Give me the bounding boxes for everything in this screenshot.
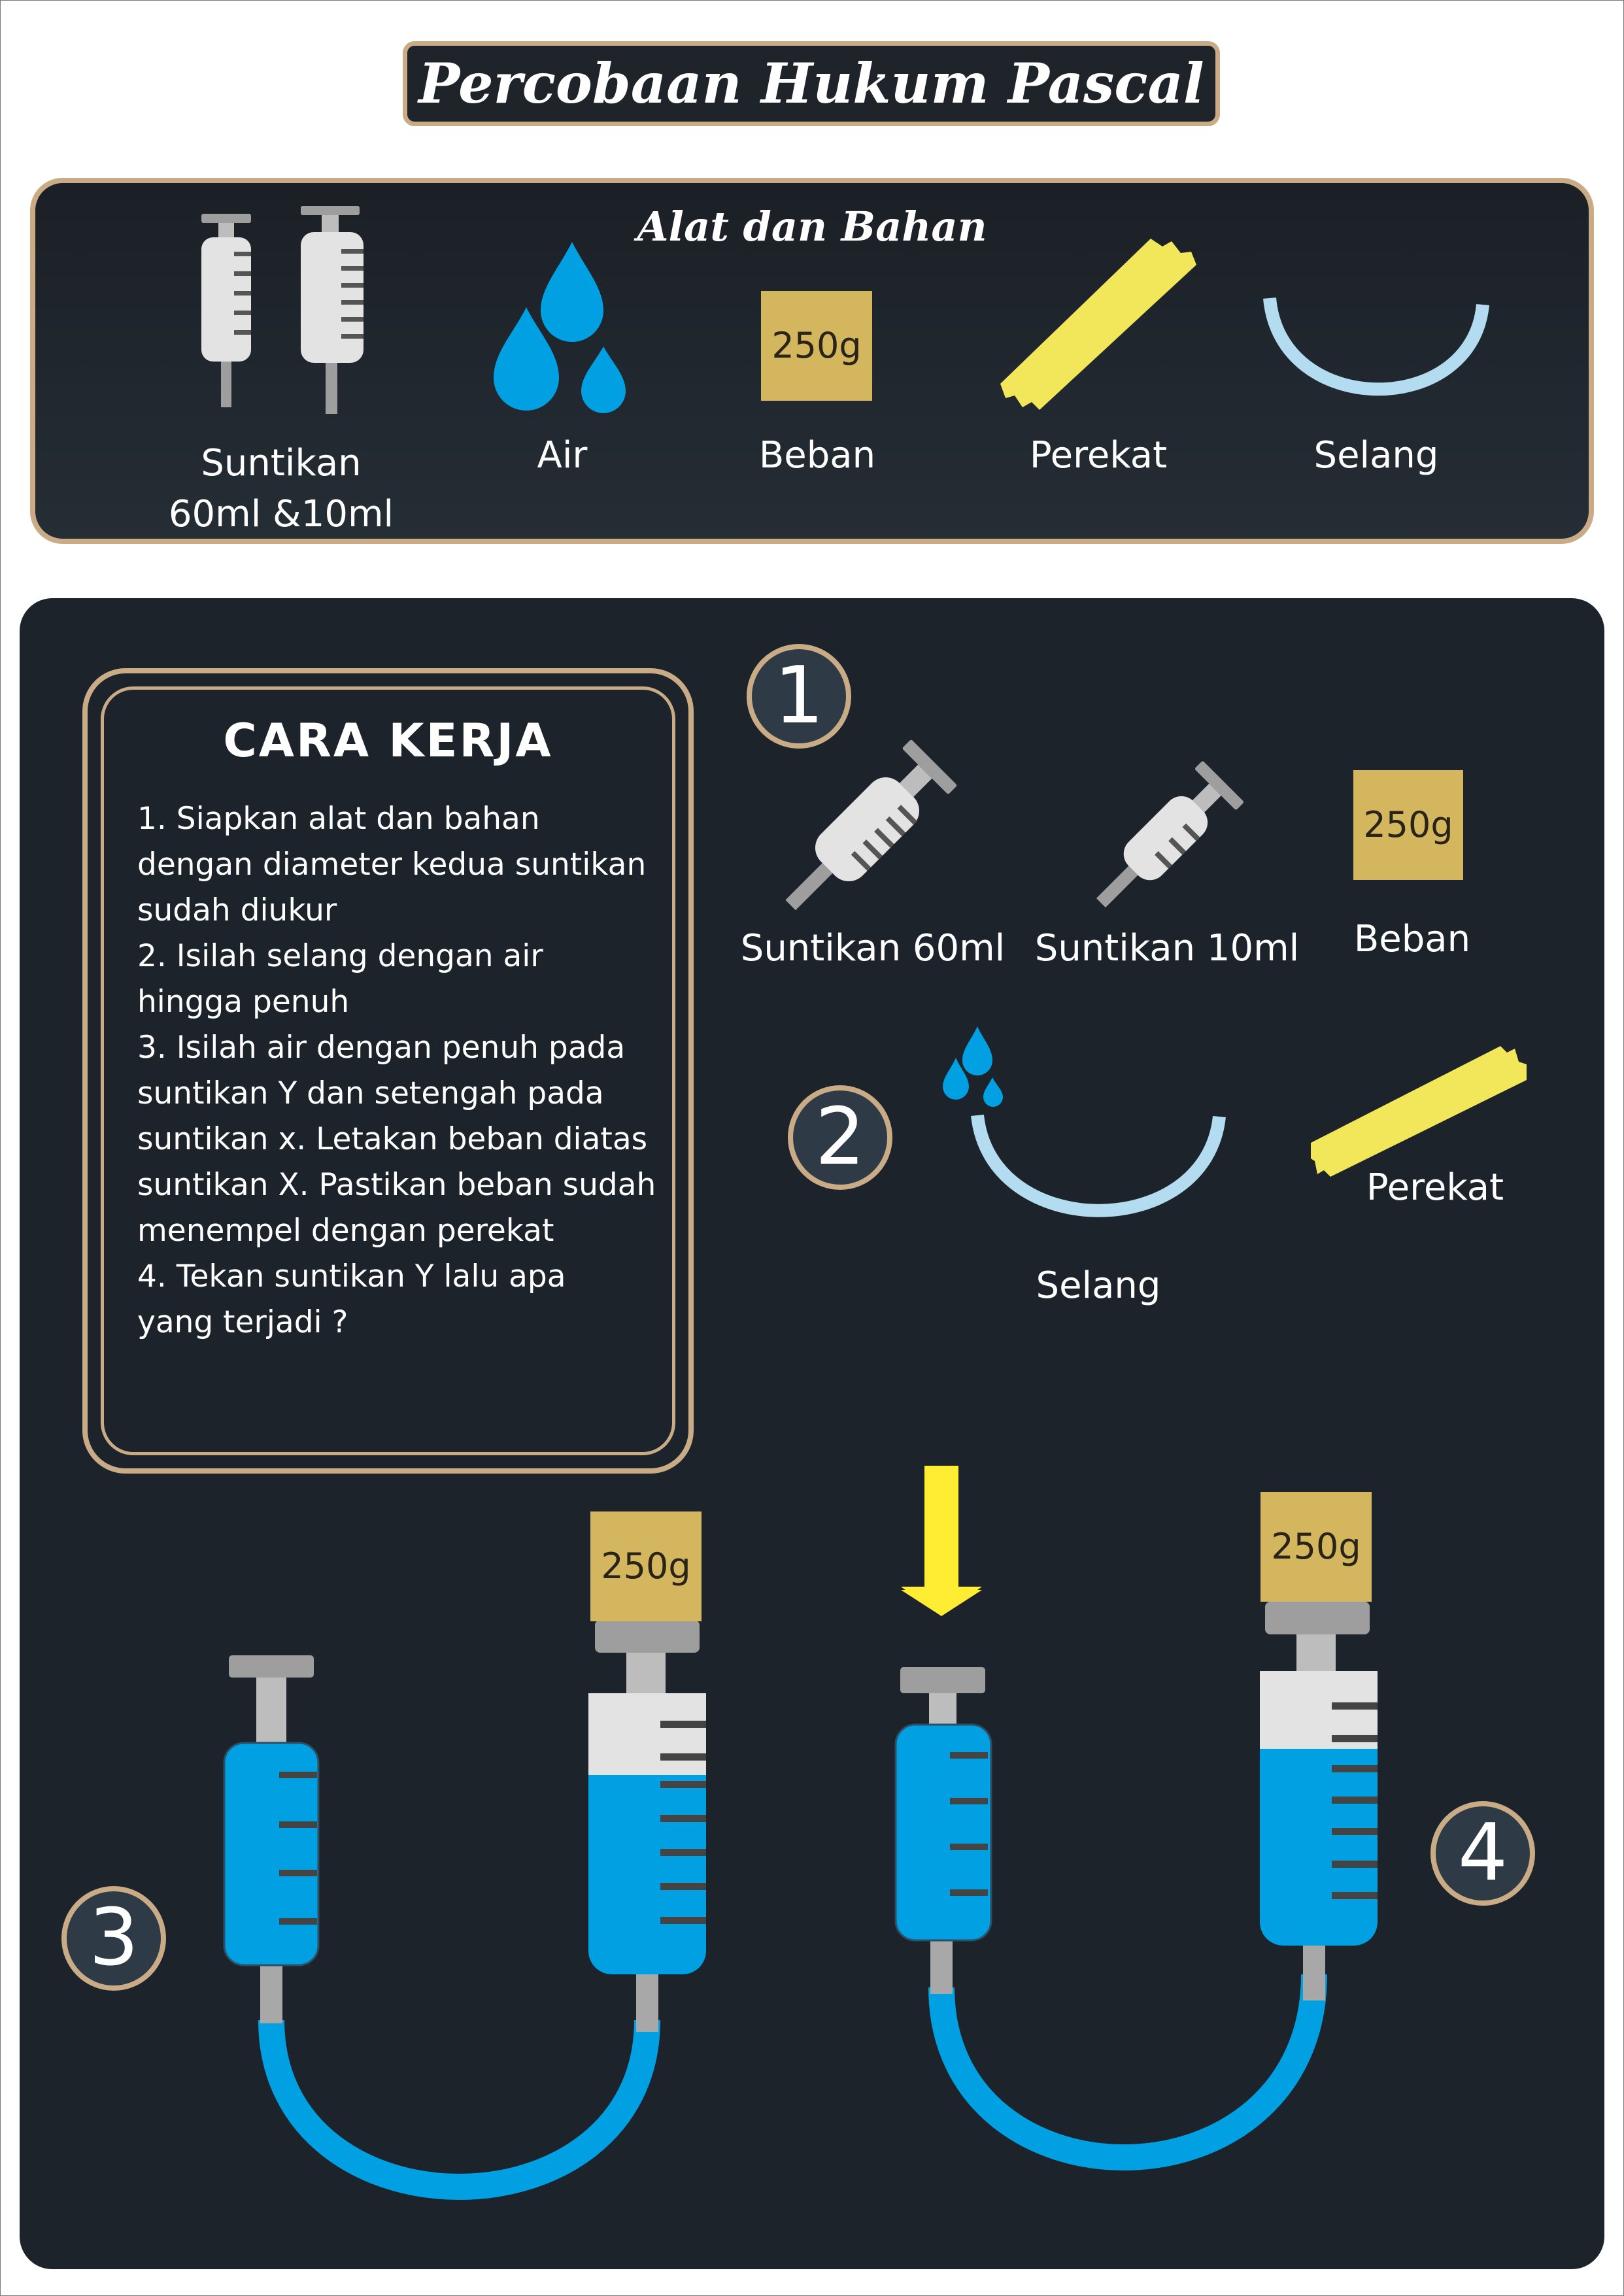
weight-block-icon: 250g bbox=[761, 291, 872, 401]
weight-label: 250g bbox=[1271, 1526, 1361, 1567]
cara-kerja-line: suntikan x. Letakan beban diatas bbox=[137, 1121, 648, 1157]
water-drops-icon bbox=[494, 242, 626, 413]
cara-kerja-heading: CARA KERJA bbox=[223, 714, 553, 768]
perekat-label: Perekat bbox=[1366, 1166, 1504, 1209]
downward-arrow-icon bbox=[901, 1466, 982, 1616]
perekat-label: Perekat bbox=[1029, 434, 1168, 477]
alat-dan-bahan-panel: Alat dan Bahan bbox=[30, 178, 1594, 544]
step-badge-3: 3 bbox=[61, 1886, 166, 1991]
cara-kerja-line: yang terjadi ? bbox=[137, 1304, 348, 1340]
cara-kerja-line: suntikan X. Pastikan beban sudah bbox=[137, 1167, 656, 1203]
air-label: Air bbox=[537, 434, 588, 477]
beban-label: Beban bbox=[758, 434, 876, 477]
selang-label: Selang bbox=[1036, 1264, 1161, 1307]
syringe-pair-icon bbox=[201, 206, 364, 414]
weight-block-icon: 250g bbox=[590, 1511, 702, 1621]
cara-kerja-line: 2. Isilah selang dengan air bbox=[137, 938, 543, 974]
suntikan-10ml-label: Suntikan 10ml bbox=[1034, 927, 1300, 970]
syringe-60ml-icon bbox=[785, 739, 957, 911]
step-badge-1: 1 bbox=[747, 644, 851, 749]
tape-icon bbox=[1311, 1046, 1527, 1177]
cara-kerja-line: suntikan Y dan setengah pada bbox=[137, 1075, 604, 1111]
suntikan-60ml-label: Suntikan 60ml bbox=[740, 927, 1006, 970]
weight-label: 250g bbox=[1363, 804, 1453, 845]
cara-kerja-line: 3. Isilah air dengan penuh pada bbox=[137, 1030, 626, 1066]
cara-kerja-box bbox=[82, 668, 694, 1474]
weight-block-icon: 250g bbox=[1353, 770, 1463, 880]
cara-kerja-line: 1. Siapkan alat dan bahan bbox=[137, 801, 540, 837]
hose-icon bbox=[1263, 297, 1489, 396]
cara-kerja-inner-border bbox=[101, 686, 675, 1455]
tape-icon bbox=[1000, 239, 1196, 410]
step-badge-4: 4 bbox=[1430, 1801, 1535, 1906]
syringe-10ml-icon bbox=[1096, 761, 1243, 908]
weight-label: 250g bbox=[601, 1545, 691, 1587]
cara-kerja-steps: 1. Siapkan alat dan bahan dengan diamete… bbox=[137, 796, 673, 1345]
cara-kerja-line: dengan diameter kedua suntikan bbox=[137, 847, 647, 883]
weight-label: 250g bbox=[771, 325, 862, 366]
step-badge-2: 2 bbox=[788, 1085, 892, 1190]
cara-kerja-line: hingga penuh bbox=[137, 984, 350, 1020]
cara-kerja-line: 4. Tekan suntikan Y lalu apa bbox=[137, 1258, 566, 1294]
page-title: Percobaan Hukum Pascal bbox=[403, 41, 1220, 126]
suntikan-label-line1: Suntikan bbox=[201, 442, 362, 484]
suntikan-label-line2: 60ml &10ml bbox=[168, 493, 394, 535]
beban-label: Beban bbox=[1353, 918, 1471, 960]
water-drops-icon bbox=[943, 1026, 1003, 1107]
hose-icon bbox=[971, 1114, 1226, 1217]
cara-kerja-line: sudah diukur bbox=[137, 892, 337, 928]
alat-dan-bahan-heading: Alat dan Bahan bbox=[637, 203, 987, 250]
pascal-setup-step3-icon bbox=[223, 1620, 706, 2200]
weight-block-icon: 250g bbox=[1260, 1492, 1372, 1602]
pascal-setup-step4-icon bbox=[894, 1602, 1378, 2170]
suntikan-label: Suntikan 60ml &10ml bbox=[150, 438, 412, 540]
selang-label: Selang bbox=[1313, 434, 1439, 477]
cara-kerja-line: menempel dengan perekat bbox=[137, 1213, 554, 1249]
